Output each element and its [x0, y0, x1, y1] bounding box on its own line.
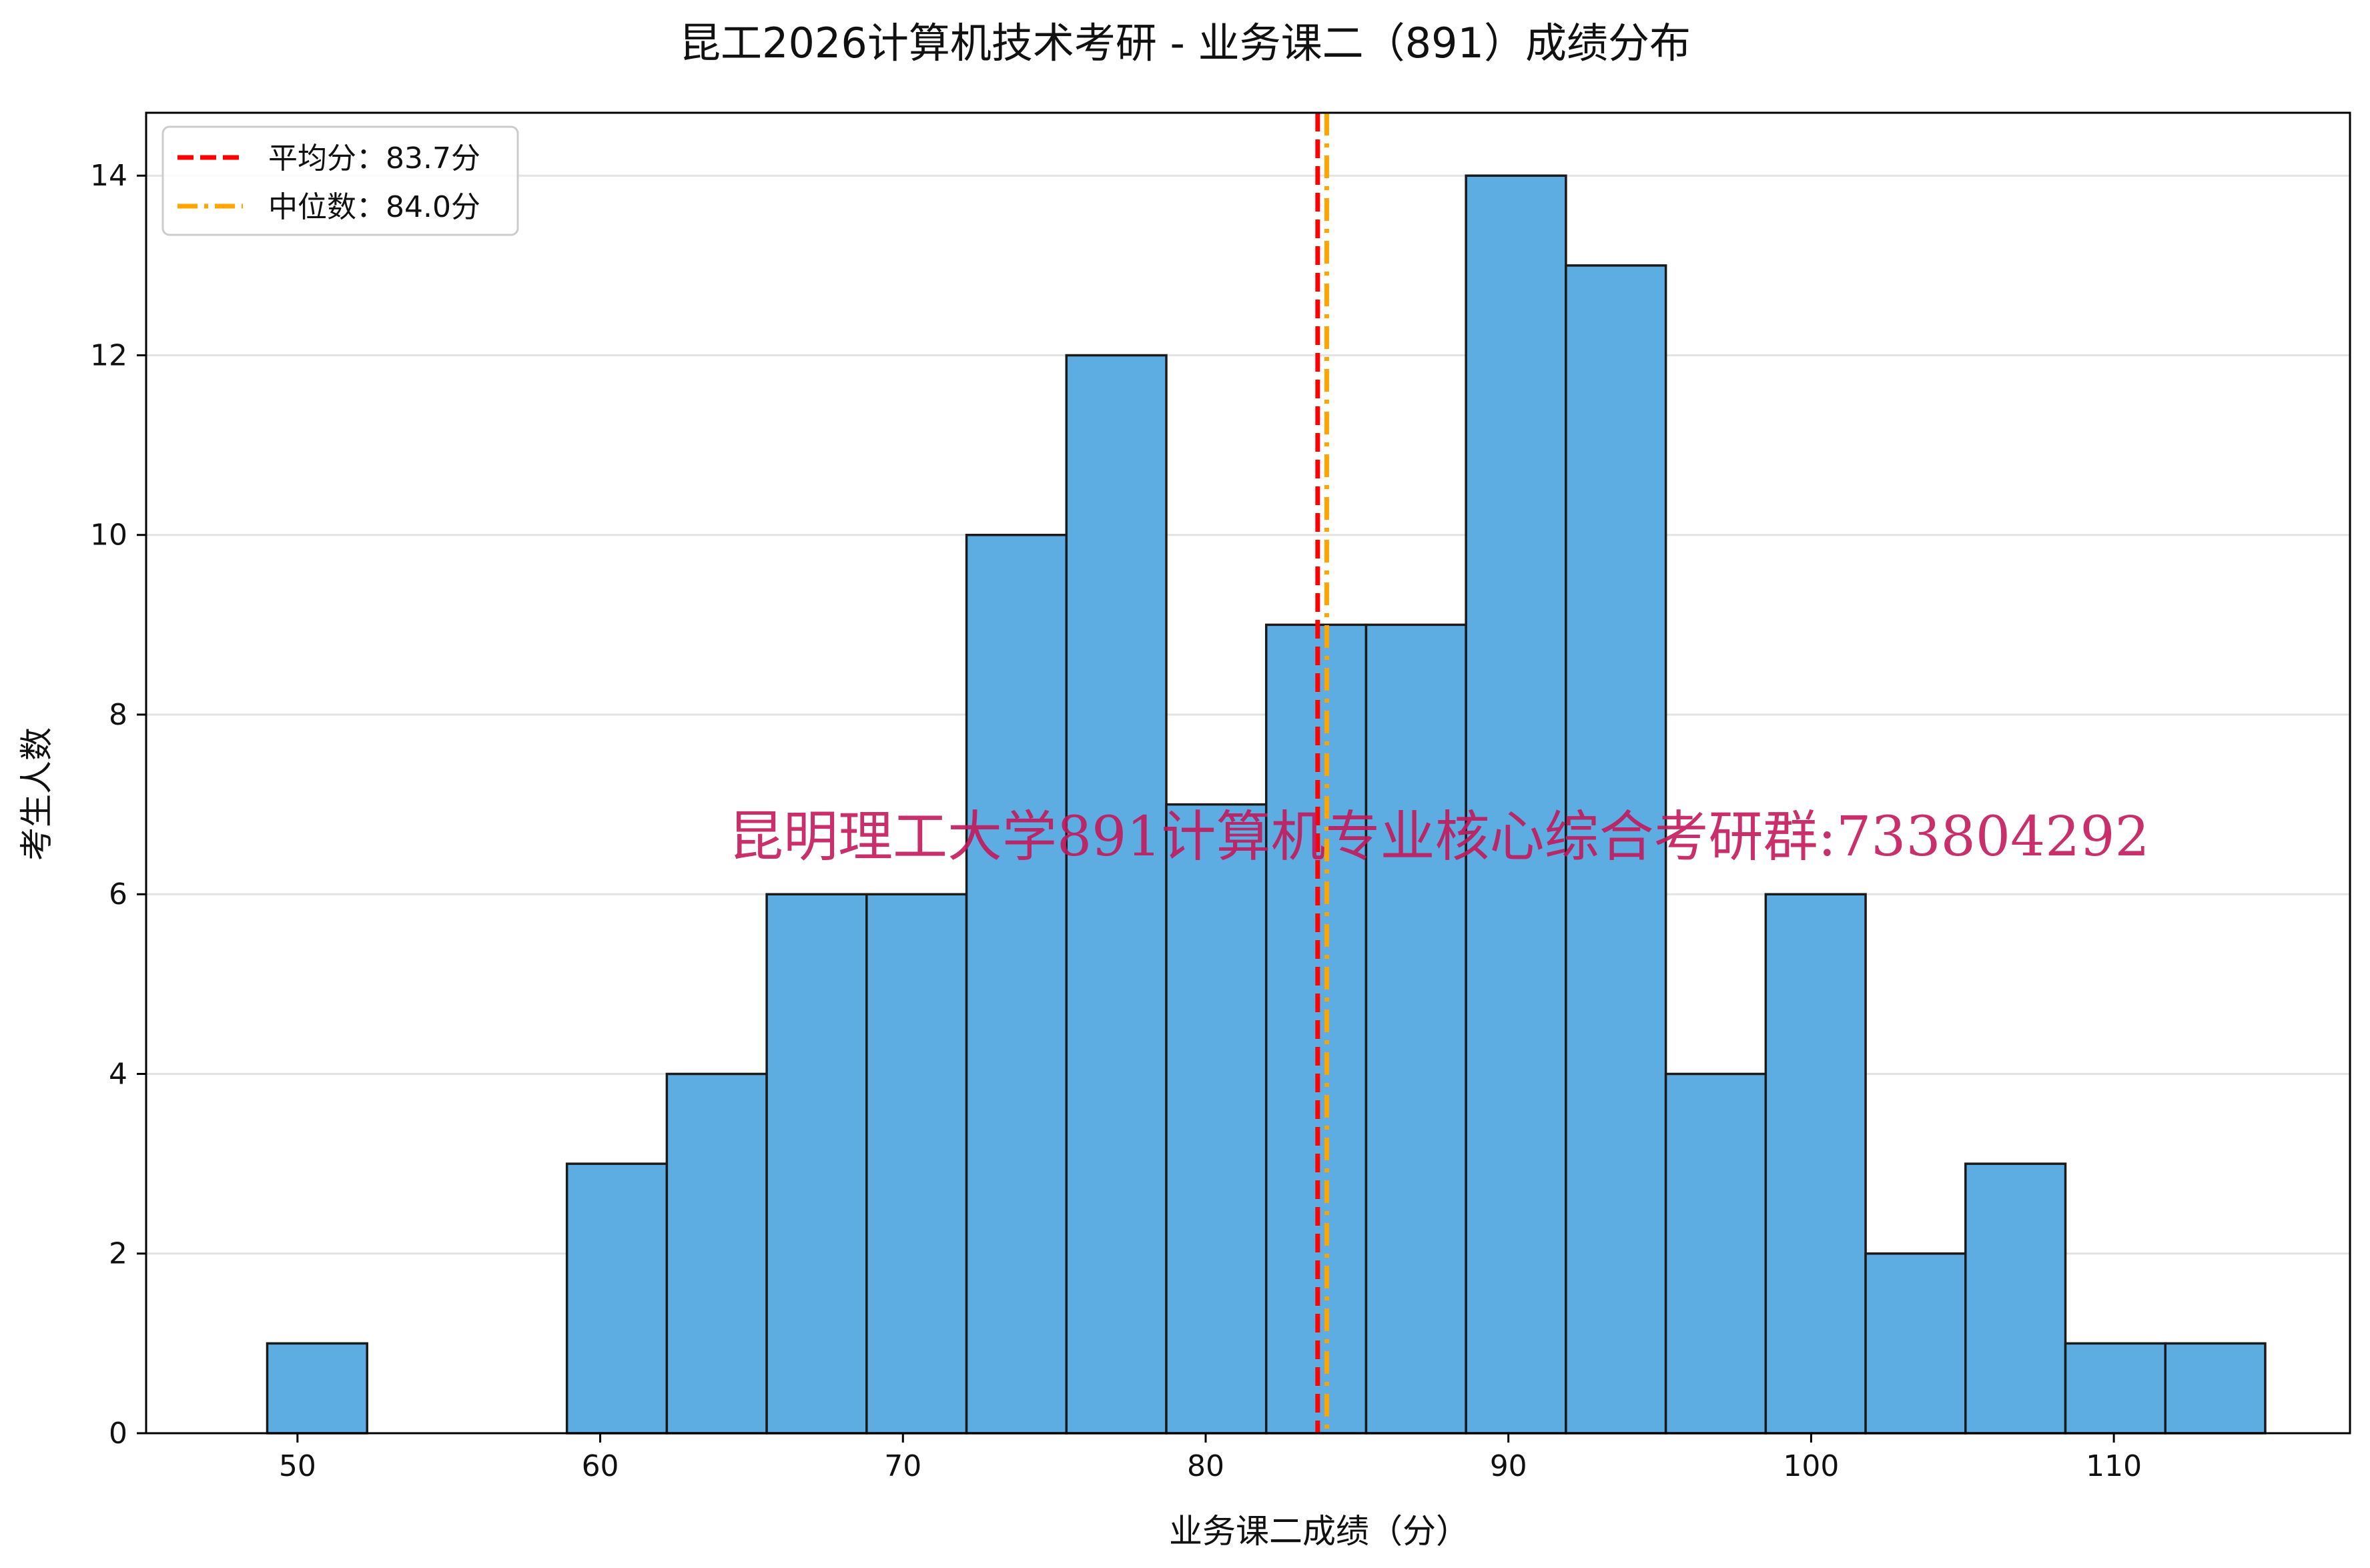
chart-title: 昆工2026计算机技术考研 - 业务课二（891）成绩分布	[679, 19, 1691, 67]
legend-median-label: 中位数：84.0分	[268, 190, 480, 224]
histogram-bar	[965, 533, 1068, 1435]
x-tick-label: 50	[279, 1449, 316, 1483]
legend: 平均分：83.7分 中位数：84.0分	[161, 125, 519, 236]
y-tick-label: 4	[109, 1057, 127, 1091]
histogram-bar	[1065, 354, 1168, 1435]
x-tick-label: 70	[884, 1449, 921, 1483]
histogram-bar	[2164, 1342, 2267, 1435]
y-tick-label: 14	[90, 159, 127, 193]
x-axis-label: 业务课二成绩（分）	[1169, 1512, 1469, 1551]
histogram-bar	[565, 1162, 669, 1435]
x-tick-label: 110	[2086, 1449, 2142, 1483]
legend-mean-label: 平均分：83.7分	[268, 141, 480, 175]
histogram-bar	[1565, 264, 1667, 1435]
histogram-bar	[665, 1072, 768, 1435]
x-tick-label: 80	[1187, 1449, 1224, 1483]
y-tick-label: 8	[109, 698, 127, 732]
x-tick-label: 90	[1490, 1449, 1527, 1483]
x-axis-ticks: 50 60 70 80 90 100 110	[279, 1433, 2142, 1483]
y-axis-label: 考生人数	[17, 727, 56, 861]
x-tick-label: 100	[1783, 1449, 1839, 1483]
watermark-text: 昆明理工大学891计算机专业核心综合考研群:733804292	[729, 805, 2150, 869]
histogram-bar	[1964, 1162, 2067, 1435]
histogram-bar	[1165, 803, 1268, 1435]
histogram-bar	[765, 893, 868, 1435]
y-tick-label: 2	[109, 1237, 127, 1271]
histogram-bar	[1364, 623, 1467, 1435]
legend-box	[161, 125, 519, 236]
x-tick-label: 60	[582, 1449, 619, 1483]
histogram-bar	[1764, 893, 1867, 1435]
y-axis-ticks: 0 2 4 6 8 10 12 14	[90, 159, 146, 1451]
histogram-bar	[1465, 174, 1567, 1435]
y-tick-label: 0	[109, 1417, 127, 1451]
histogram-bar	[865, 893, 968, 1435]
histogram-bar	[1864, 1252, 1967, 1435]
histogram-bars	[266, 174, 2267, 1435]
reference-lines	[1315, 113, 1329, 1433]
histogram-bar	[1664, 1072, 1767, 1435]
y-tick-label: 6	[109, 877, 127, 911]
plot-frame	[145, 111, 2351, 1435]
histogram-bar	[266, 1342, 368, 1435]
y-tick-label: 12	[90, 338, 127, 372]
y-tick-label: 10	[90, 518, 127, 552]
histogram-bar	[2064, 1342, 2166, 1435]
